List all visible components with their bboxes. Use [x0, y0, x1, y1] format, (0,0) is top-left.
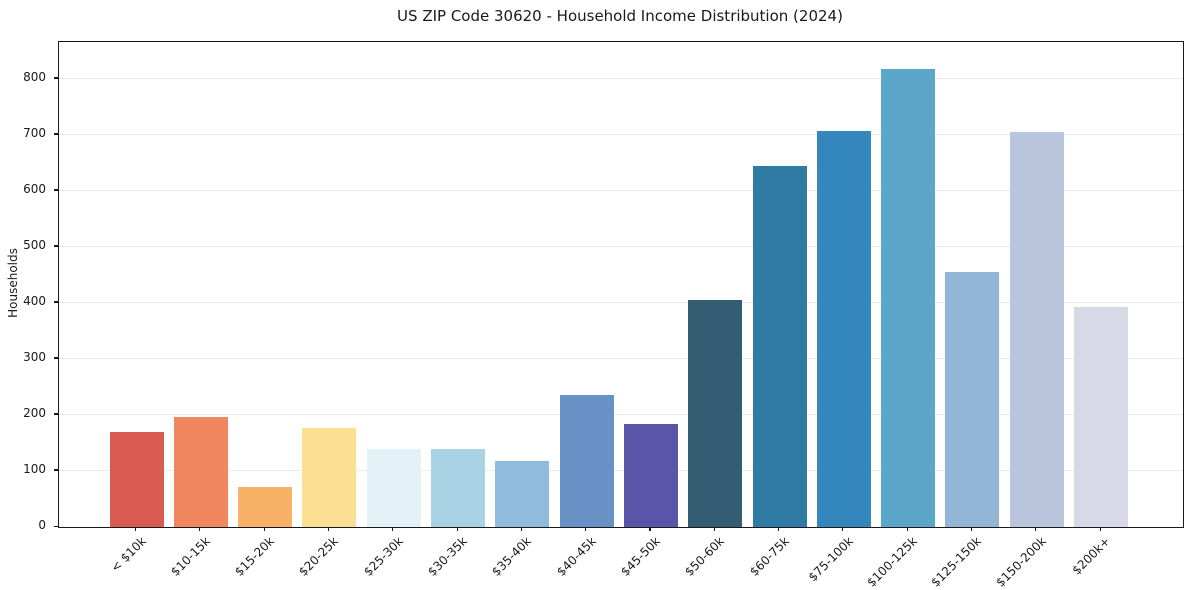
- x-tick-label: $40-45k: [553, 534, 599, 579]
- y-tick-label: 300: [23, 349, 46, 364]
- x-tick-label: $20-25k: [296, 534, 342, 579]
- plot-area: [58, 41, 1184, 528]
- bar-$150-200k: [1009, 132, 1064, 527]
- x-tick-label: $200k+: [1069, 534, 1113, 578]
- bar-$75-100k: [816, 131, 871, 527]
- gridline: [59, 358, 1183, 360]
- y-tick-label: 800: [23, 69, 46, 84]
- bar-$25-30k: [366, 448, 421, 527]
- y-tick-label: 400: [23, 293, 46, 308]
- y-axis-tick: [54, 301, 58, 303]
- bar-$40-45k: [559, 394, 614, 527]
- x-axis-tick: [327, 527, 330, 531]
- x-axis-tick: [392, 527, 394, 531]
- x-tick-label: $60-75k: [746, 534, 792, 579]
- x-axis-tick: [1099, 527, 1101, 531]
- bar-$200k+: [1074, 306, 1128, 527]
- x-axis-tick: [520, 527, 522, 531]
- bar-$50-60k: [688, 299, 743, 527]
- x-tick-label: $45-50k: [617, 534, 663, 579]
- x-tick-label: $30-35k: [425, 534, 470, 579]
- x-axis-tick: [199, 527, 201, 531]
- gridline: [59, 78, 1183, 80]
- y-axis-tick: [54, 469, 58, 471]
- y-axis-tick: [54, 133, 58, 135]
- y-axis-tick: [54, 357, 58, 359]
- gridline: [59, 246, 1183, 248]
- bar-$35-40k: [495, 460, 550, 527]
- x-axis-tick: [585, 527, 587, 531]
- bar-$60-75k: [752, 165, 807, 527]
- bar-$30-35k: [431, 448, 485, 527]
- bar-$45-50k: [623, 423, 678, 527]
- y-tick-label: 200: [23, 405, 46, 420]
- x-tick-label: $75-100k: [805, 534, 856, 585]
- bar-$15-20k: [238, 487, 293, 527]
- x-axis-tick: [713, 527, 715, 531]
- x-axis-tick: [1035, 527, 1037, 531]
- bar-$100-125k: [881, 68, 936, 527]
- gridline: [59, 470, 1183, 472]
- x-axis-tick: [135, 527, 137, 531]
- x-tick-label: $15-20k: [232, 534, 277, 579]
- y-tick-label: 700: [23, 125, 46, 140]
- x-axis-tick: [970, 527, 973, 531]
- y-axis-tick: [54, 245, 58, 247]
- y-axis-tick: [54, 525, 58, 527]
- gridline: [59, 134, 1183, 136]
- y-tick-label: 500: [23, 237, 46, 252]
- y-tick-label: 100: [23, 461, 46, 476]
- y-axis-tick: [54, 77, 58, 79]
- x-axis-tick: [778, 527, 780, 531]
- y-tick-label: 0: [38, 518, 46, 532]
- gridline: [59, 302, 1183, 304]
- gridline: [59, 190, 1183, 192]
- bar-$10-15k: [173, 416, 228, 527]
- x-tick-label: $35-40k: [489, 534, 535, 579]
- x-tick-label: $10-15k: [167, 534, 213, 579]
- x-axis-tick: [649, 527, 651, 531]
- gridline: [59, 414, 1183, 416]
- x-tick-label: $50-60k: [682, 534, 728, 579]
- chart-title: US ZIP Code 30620 - Household Income Dis…: [397, 7, 843, 25]
- bar-$125-150k: [945, 272, 1000, 527]
- y-tick-label: 600: [23, 181, 46, 196]
- x-tick-label: $25-30k: [360, 534, 406, 579]
- x-axis-tick: [456, 527, 458, 531]
- bar-< $10k: [109, 431, 164, 527]
- bar-$20-25k: [302, 427, 357, 527]
- x-tick-label: < $10k: [107, 534, 149, 575]
- y-axis-tick: [54, 413, 58, 415]
- x-axis-tick: [906, 527, 908, 531]
- x-axis-tick: [842, 527, 844, 531]
- y-axis-tick: [54, 189, 58, 191]
- x-axis-tick: [263, 527, 265, 531]
